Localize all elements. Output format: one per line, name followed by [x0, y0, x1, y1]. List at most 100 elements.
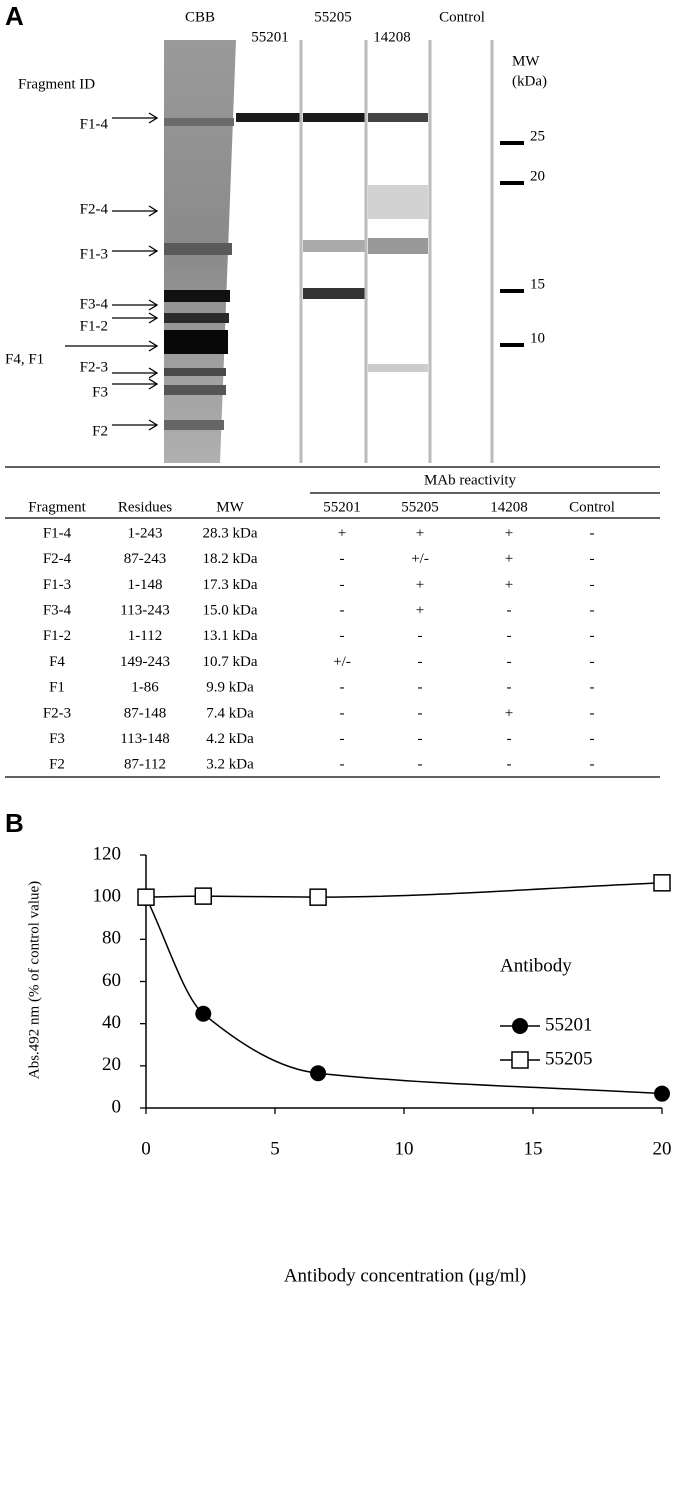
table-cell: + — [505, 525, 513, 541]
y-tick-label: 80 — [102, 928, 121, 949]
table-cell: 28.3 kDa — [203, 525, 258, 541]
mw-marker-bar — [500, 343, 524, 347]
table-cell: 15.0 kDa — [203, 603, 258, 619]
mw-marker-bar — [500, 181, 524, 185]
table-group-header: MAb reactivity — [424, 472, 517, 488]
marker — [194, 887, 213, 905]
table-header: Residues — [118, 499, 172, 515]
table-cell: - — [590, 577, 595, 593]
table-cell: - — [340, 757, 345, 773]
lane-label: 55201 — [251, 29, 289, 45]
y-tick-label: 40 — [102, 1012, 121, 1033]
mw-marker-bar — [500, 141, 524, 145]
arrow-head — [148, 367, 159, 379]
marker — [653, 874, 671, 892]
arrow-head — [148, 419, 159, 431]
table-cell: 10.7 kDa — [203, 654, 258, 670]
table-cell: - — [590, 654, 595, 670]
table-cell: F2-4 — [43, 551, 72, 567]
table-cell: 3.2 kDa — [206, 757, 254, 773]
table-cell: + — [416, 603, 424, 619]
marker — [137, 888, 155, 906]
marker — [512, 1018, 528, 1034]
x-tick-label: 15 — [524, 1138, 543, 1159]
fragment-id-title: Fragment ID — [18, 76, 95, 92]
marker — [309, 888, 327, 906]
table-cell: - — [340, 628, 345, 644]
table-cell: 9.9 kDa — [206, 680, 254, 696]
gel — [164, 40, 500, 463]
mw-marker-label: 15 — [530, 276, 545, 292]
table-cell: - — [418, 628, 423, 644]
table-header: 55205 — [401, 499, 439, 515]
table-cell: F4 — [49, 654, 65, 670]
arrow-head — [148, 245, 159, 257]
table-cell: - — [340, 680, 345, 696]
marker — [310, 1065, 327, 1082]
table-cell: 113-243 — [120, 603, 169, 619]
y-tick-label: 120 — [93, 843, 122, 864]
table-cell: + — [416, 577, 424, 593]
table-cell: 87-243 — [124, 551, 167, 567]
table-cell: - — [340, 705, 345, 721]
table-cell: - — [507, 757, 512, 773]
table-cell: - — [590, 525, 595, 541]
table-header: 55201 — [323, 499, 361, 515]
cbb-bands — [164, 118, 234, 430]
table-cell: + — [505, 551, 513, 567]
table-cell: - — [590, 731, 595, 747]
lane-label: Control — [439, 9, 485, 25]
table-cell: - — [418, 731, 423, 747]
table-cell: - — [340, 603, 345, 619]
series-line — [145, 882, 663, 898]
table-cell: 1-86 — [131, 680, 159, 696]
table-cell: - — [418, 757, 423, 773]
table-cell: 87-112 — [124, 757, 166, 773]
table-cell: - — [507, 628, 512, 644]
fragment-label: F1-3 — [80, 246, 108, 262]
table-cell: 1-243 — [128, 525, 163, 541]
panel-label: B — [5, 808, 24, 838]
table-cell: - — [418, 705, 423, 721]
fragment-label: F3 — [92, 384, 108, 400]
table-cell: - — [340, 577, 345, 593]
table-cell: - — [418, 680, 423, 696]
fragment-label: F2 — [92, 423, 108, 439]
arrow-head — [148, 112, 159, 124]
table-header: Fragment — [28, 499, 86, 515]
table-cell: - — [340, 731, 345, 747]
table-cell: F2 — [49, 757, 65, 773]
table-cell: + — [505, 705, 513, 721]
marker — [195, 1005, 212, 1022]
lane-bands — [236, 113, 428, 372]
table-cell: 17.3 kDa — [203, 577, 258, 593]
fragment-label: F1-4 — [80, 116, 109, 132]
table-cell: F1-4 — [43, 525, 72, 541]
series-line — [145, 896, 663, 1095]
table-cell: + — [505, 577, 513, 593]
fragment-label: F2-3 — [80, 359, 108, 375]
marker — [654, 1085, 670, 1102]
arrow-head — [148, 299, 159, 311]
table-cell: - — [590, 603, 595, 619]
table-cell: 149-243 — [120, 654, 170, 670]
table-cell: 87-148 — [124, 705, 167, 721]
table-cell: - — [590, 551, 595, 567]
legend-label: 55201 — [545, 1014, 593, 1035]
x-tick-label: 5 — [270, 1138, 280, 1159]
y-tick-label: 100 — [93, 886, 122, 907]
legend-title: Antibody — [500, 955, 572, 976]
table-cell: F1-2 — [43, 628, 71, 644]
mw-marker-label: 10 — [530, 330, 545, 346]
lane-separators — [299, 40, 494, 463]
x-tick-label: 20 — [653, 1138, 672, 1159]
lane-label: 14208 — [373, 29, 411, 45]
table-cell: +/- — [411, 551, 429, 567]
table-cell: - — [507, 731, 512, 747]
fragment-label: F3-4 — [80, 296, 109, 312]
table-cell: - — [418, 654, 423, 670]
table-cell: - — [507, 654, 512, 670]
arrow-head — [148, 312, 159, 324]
table-cell: 4.2 kDa — [206, 731, 254, 747]
